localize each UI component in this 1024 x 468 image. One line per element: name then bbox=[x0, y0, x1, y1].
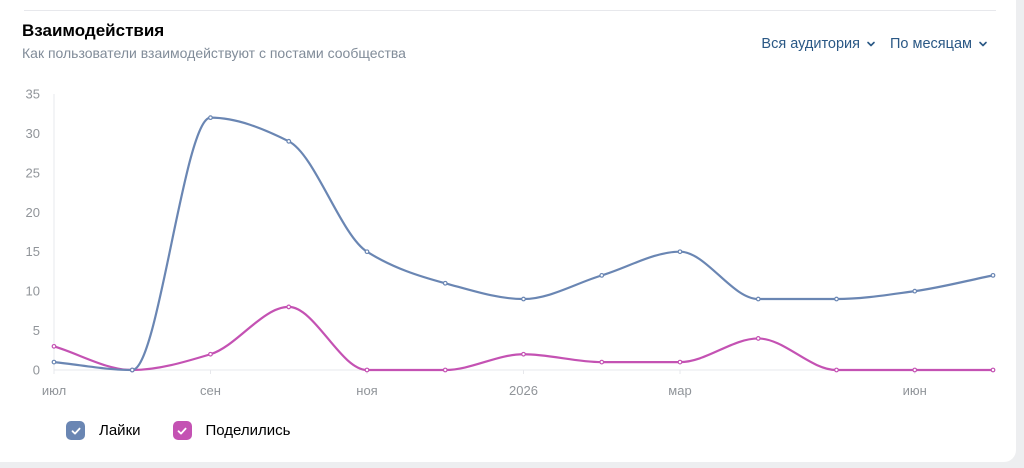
chevron-down-icon bbox=[979, 41, 987, 47]
card-subtitle: Как пользователи взаимодействуют с поста… bbox=[22, 45, 406, 61]
data-point-shares bbox=[286, 304, 292, 310]
checkbox-likes[interactable] bbox=[66, 421, 85, 440]
card-title: Взаимодействия bbox=[22, 21, 165, 40]
y-tick-label: 25 bbox=[26, 165, 40, 180]
series-line-likes bbox=[53, 116, 994, 372]
check-icon bbox=[71, 427, 80, 434]
data-point-shares bbox=[521, 351, 526, 357]
data-point-shares bbox=[51, 343, 57, 349]
checkbox-shares[interactable] bbox=[172, 421, 192, 440]
y-tick-label: 0 bbox=[33, 363, 40, 378]
x-tick-label: 2026 bbox=[509, 383, 538, 398]
data-point-likes bbox=[521, 296, 526, 302]
data-point-shares bbox=[599, 359, 605, 365]
data-point-likes bbox=[442, 280, 448, 286]
y-tick-label: 10 bbox=[26, 284, 40, 299]
data-point-shares bbox=[442, 367, 448, 373]
data-point-shares bbox=[208, 351, 213, 357]
legend-item-likes[interactable]: Лайки bbox=[66, 421, 141, 440]
legend-item-shares[interactable]: Поделились bbox=[172, 421, 291, 440]
data-point-likes bbox=[834, 296, 839, 302]
data-point-likes bbox=[599, 272, 605, 278]
y-tick-label: 20 bbox=[26, 205, 40, 220]
data-point-shares bbox=[990, 367, 996, 373]
y-tick-label: 15 bbox=[26, 244, 40, 259]
audience-dropdown[interactable]: Вся аудитория bbox=[761, 36, 876, 52]
legend-label-shares: Поделились bbox=[205, 422, 291, 439]
data-point-likes bbox=[912, 288, 918, 294]
data-point-shares bbox=[364, 367, 370, 373]
period-dropdown-label: По месяцам bbox=[890, 36, 972, 52]
y-tick-label: 30 bbox=[26, 126, 40, 141]
data-point-likes bbox=[286, 138, 292, 144]
data-point-likes bbox=[677, 249, 683, 255]
interactions-card: Взаимодействия Как пользователи взаимоде… bbox=[0, 0, 1016, 462]
x-tick-label: июн bbox=[903, 383, 927, 398]
chart-legend: Лайки Поделились bbox=[66, 421, 290, 440]
data-point-shares bbox=[912, 367, 918, 373]
y-tick-label: 5 bbox=[33, 323, 40, 338]
period-dropdown[interactable]: По месяцам bbox=[890, 36, 988, 52]
audience-dropdown-label: Вся аудитория bbox=[761, 36, 860, 52]
check-icon bbox=[177, 427, 187, 434]
data-point-likes bbox=[990, 272, 996, 278]
data-point-likes bbox=[129, 367, 135, 373]
series-line-shares bbox=[53, 305, 993, 372]
data-point-likes bbox=[755, 296, 761, 302]
divider bbox=[24, 10, 996, 11]
legend-label-likes: Лайки bbox=[99, 422, 141, 439]
filters: Вся аудитория По месяцам bbox=[761, 36, 988, 52]
data-point-likes bbox=[208, 115, 213, 121]
x-tick-label: ноя bbox=[356, 383, 377, 398]
data-point-shares bbox=[677, 359, 683, 365]
interactions-line-chart: 0 5 10 15 20 25 30 35 июл сен ноя 2026 мар июн bbox=[26, 87, 996, 398]
x-tick-label: сен bbox=[200, 383, 221, 398]
data-point-likes bbox=[364, 249, 370, 255]
data-point-shares bbox=[834, 367, 839, 373]
data-point-likes bbox=[51, 359, 57, 365]
y-tick-label: 35 bbox=[26, 87, 40, 102]
x-tick-label: июл bbox=[42, 383, 66, 398]
x-tick-label: мар bbox=[668, 383, 691, 398]
chevron-down-icon bbox=[867, 41, 875, 47]
data-point-shares bbox=[755, 336, 761, 341]
